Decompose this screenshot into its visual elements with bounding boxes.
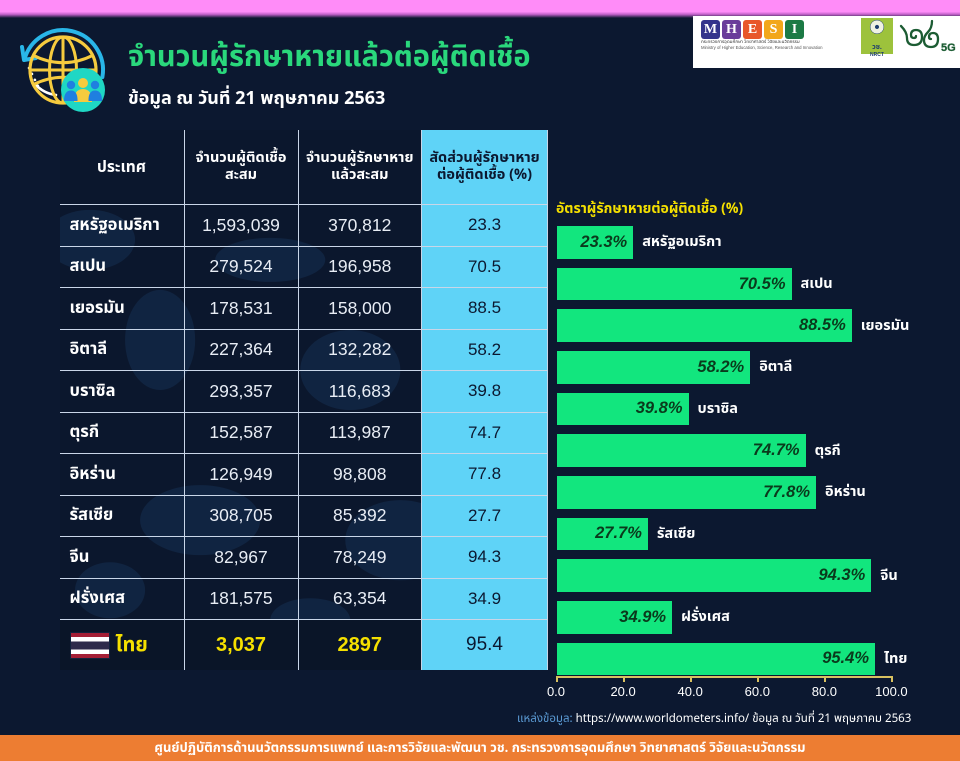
svg-text:5G: 5G	[941, 42, 956, 54]
